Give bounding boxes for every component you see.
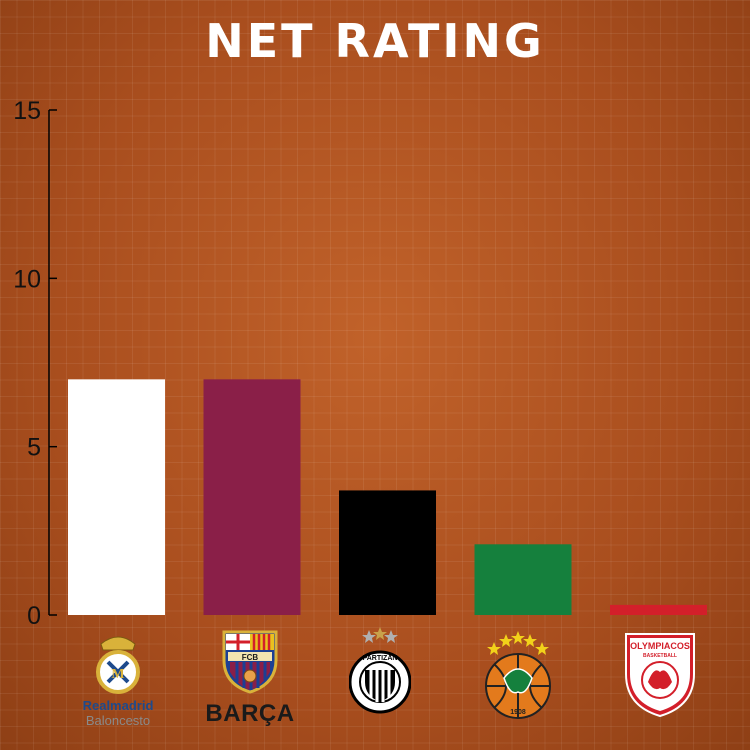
bar-partizan xyxy=(339,490,436,615)
real-madrid-subtitle: Baloncesto xyxy=(85,713,151,728)
barca-wordmark: BARÇA xyxy=(205,700,295,727)
bars-group xyxy=(68,379,707,615)
y-tick-label: 5 xyxy=(27,434,41,462)
bar-olympiacos xyxy=(610,604,707,615)
y-tick-label: 15 xyxy=(13,97,41,125)
real-madrid-crest-icon: M xyxy=(96,636,140,694)
chart-title: NET RATING xyxy=(205,14,545,68)
svg-text:1908: 1908 xyxy=(510,709,526,716)
bar-real-madrid xyxy=(68,379,165,615)
partizan-crest-icon: PARTIZAN xyxy=(349,627,411,714)
y-axis: 0 5 10 15 xyxy=(13,97,57,630)
svg-text:PARTIZAN: PARTIZAN xyxy=(363,655,398,662)
fcb-crest-icon: FCB xyxy=(222,630,278,694)
svg-text:BASKETBALL: BASKETBALL xyxy=(643,653,677,659)
y-tick-label: 10 xyxy=(13,265,41,293)
svg-text:OLYMPIACOS: OLYMPIACOS xyxy=(630,641,690,651)
svg-text:M: M xyxy=(111,667,124,682)
real-madrid-wordmark: Realmadrid xyxy=(82,698,154,713)
bar-panathinaikos xyxy=(474,544,572,615)
svg-text:FCB: FCB xyxy=(242,653,259,662)
y-tick-label: 0 xyxy=(27,602,41,630)
bar-bar-a xyxy=(203,379,301,615)
olympiacos-crest-icon: OLYMPIACOS BASKETBALL xyxy=(625,633,695,718)
pao-crest-icon: 1908 xyxy=(485,631,551,719)
